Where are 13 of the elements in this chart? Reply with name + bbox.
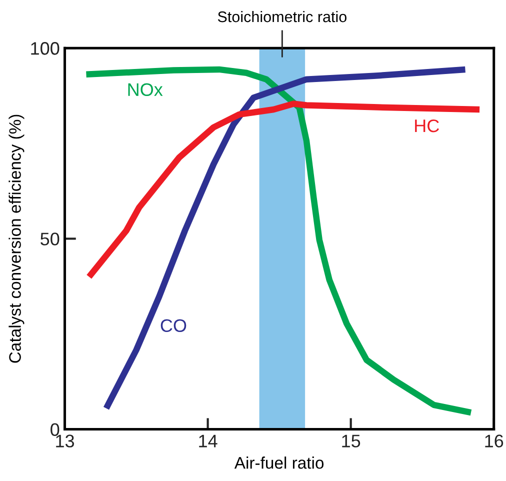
band-label: Stoichiometric ratio [218,10,346,22]
x-tick-label: 14 [199,434,218,448]
series-label: HC [415,119,439,132]
x-axis-title: Air-fuel ratio [234,456,324,469]
y-tick-label: 100 [31,42,60,55]
x-tick-label: 15 [342,434,360,448]
series-label: CO [160,319,186,332]
x-tick-label: 16 [485,434,504,448]
series-label: NOx [128,83,163,96]
x-tick-label: 13 [56,434,74,448]
y-tick-label: 0 [50,423,60,436]
y-tick-label: 50 [40,232,60,246]
y-axis-title: Catalyst conversion efficiency (%) [8,114,24,363]
